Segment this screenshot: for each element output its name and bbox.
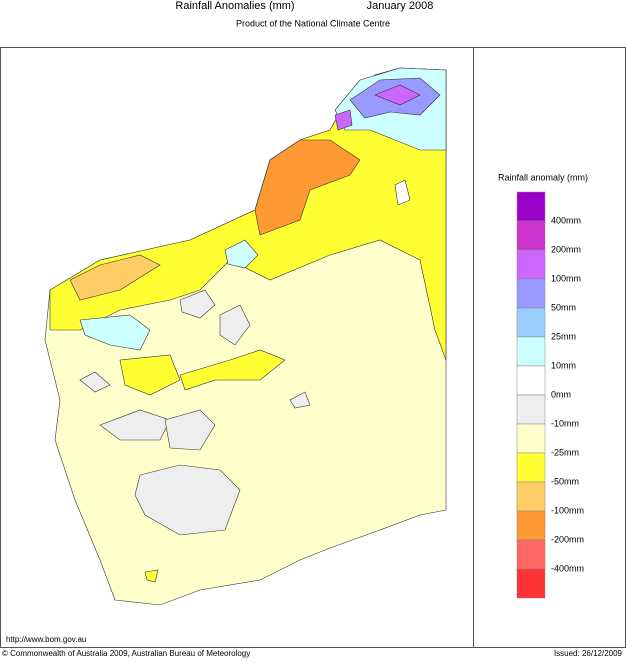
legend-label: 50mm	[551, 302, 576, 312]
legend-label: -400mm	[551, 563, 584, 573]
legend-swatch	[516, 423, 546, 454]
footer-issued: Issued: 26/12/2009	[554, 649, 623, 658]
legend-label: -50mm	[551, 476, 579, 486]
legend-swatch	[516, 510, 546, 541]
map-subtitle: Product of the National Climate Centre	[236, 18, 390, 28]
legend-swatch	[516, 568, 546, 599]
legend-swatch	[516, 539, 546, 570]
legend-swatch	[516, 481, 546, 512]
legend-label: 0mm	[551, 389, 571, 399]
legend-swatch	[516, 307, 546, 338]
legend-swatch	[516, 452, 546, 483]
legend-swatch	[516, 394, 546, 425]
legend-label: 25mm	[551, 331, 576, 341]
legend-label: 200mm	[551, 244, 581, 254]
legend-label: 10mm	[551, 360, 576, 370]
map-title: Rainfall Anomalies (mm)	[175, 0, 294, 12]
legend-swatch	[516, 365, 546, 396]
map-regions	[44, 67, 447, 606]
legend-label: -25mm	[551, 447, 579, 457]
footer-copyright: © Commonwealth of Australia 2009, Austra…	[2, 649, 250, 658]
footer-url: http://www.bom.gov.au	[6, 635, 86, 644]
legend-swatch	[516, 220, 546, 251]
legend-label: -100mm	[551, 505, 584, 515]
legend-label: -10mm	[551, 418, 579, 428]
legend: 400mm 200mm 100mm 50mm 25mm 10mm 0mm -10mm -25mm…	[516, 191, 584, 599]
legend-swatch	[516, 336, 546, 367]
legend-title: Rainfall anomaly (mm)	[498, 172, 588, 182]
legend-label: -200mm	[551, 534, 584, 544]
legend-swatch	[516, 249, 546, 280]
map-period: January 2008	[367, 0, 434, 12]
legend-swatch	[516, 191, 546, 222]
legend-label: 400mm	[551, 215, 581, 225]
legend-swatch	[516, 278, 546, 309]
legend-label: 100mm	[551, 273, 581, 283]
